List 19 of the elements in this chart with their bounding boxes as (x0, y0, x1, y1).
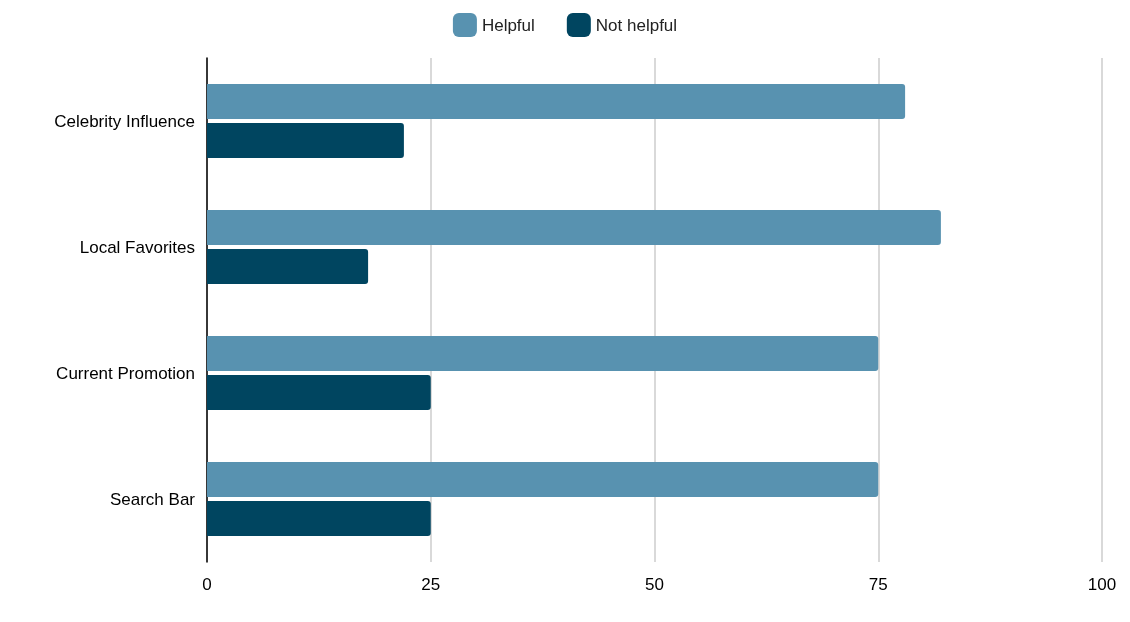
bar (207, 123, 404, 159)
bar (207, 209, 941, 245)
x-tick-label: 0 (202, 575, 212, 594)
legend-label: Not helpful (595, 15, 678, 35)
y-tick-label: Celebrity Influence (54, 111, 195, 131)
bar (207, 375, 431, 411)
bar (207, 461, 879, 497)
x-tick-label: 75 (868, 575, 888, 594)
y-tick-label: Local Favorites (79, 237, 195, 257)
bar (207, 335, 879, 371)
y-tick-label: Current Promotion (56, 363, 195, 383)
x-tick-label: 25 (421, 575, 441, 594)
legend-label: Helpful (481, 15, 535, 35)
bar (207, 83, 906, 119)
y-tick-label: Search Bar (109, 489, 196, 509)
x-tick-label: 50 (645, 575, 664, 594)
bar (207, 249, 369, 285)
bar (207, 501, 431, 537)
x-tick-label: 100 (1087, 575, 1117, 594)
